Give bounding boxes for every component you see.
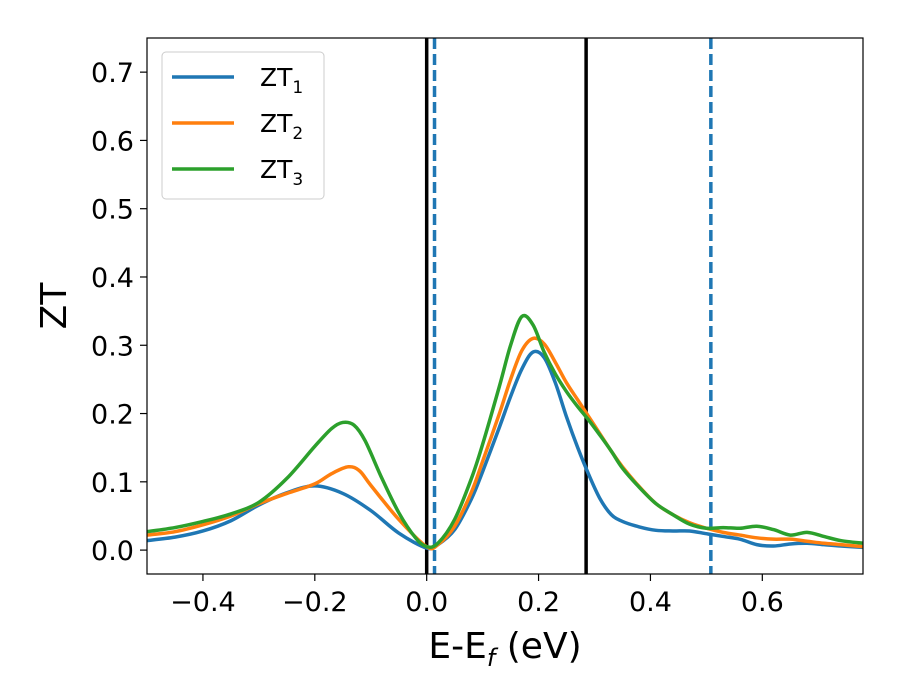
- legend-label-main-2: ZT: [260, 109, 293, 138]
- x-axis-ticks: −0.4 −0.2 0.0 0.2 0.4 0.6: [170, 574, 784, 618]
- legend-label-2: ZT2: [260, 109, 303, 144]
- legend-label-sub-3: 3: [292, 170, 303, 190]
- y-tick-label-3: 0.3: [91, 331, 134, 362]
- vertical-reference-lines: [424, 38, 713, 574]
- series-line-3: [147, 313, 863, 549]
- y-tick-label-7: 0.7: [91, 58, 134, 89]
- x-tick-label-3: 0.2: [517, 587, 560, 618]
- y-axis-title: ZT: [34, 282, 75, 330]
- y-tick-label-2: 0.2: [91, 400, 134, 431]
- legend-label-main-3: ZT: [260, 155, 293, 184]
- legend-label-main-1: ZT: [260, 63, 293, 92]
- x-tick-label-2: 0.0: [405, 587, 448, 618]
- legend-label-1: ZT1: [260, 63, 303, 98]
- legend-label-sub-2: 2: [292, 124, 303, 144]
- y-tick-label-5: 0.5: [91, 195, 134, 226]
- x-axis-title: E-Ef (eV): [428, 626, 581, 672]
- legend-frame: [161, 51, 325, 200]
- x-tick-label-5: 0.6: [741, 587, 784, 618]
- x-axis-title-unit: (eV): [495, 626, 581, 667]
- y-tick-label-1: 0.1: [91, 468, 134, 499]
- y-tick-label-6: 0.6: [91, 126, 134, 157]
- legend-label-sub-1: 1: [292, 78, 303, 98]
- y-tick-label-4: 0.4: [91, 263, 134, 294]
- x-tick-label-0: −0.4: [170, 587, 236, 618]
- series-line-1: [147, 349, 863, 551]
- x-tick-label-1: −0.2: [282, 587, 348, 618]
- legend-label-3: ZT3: [260, 155, 303, 190]
- series-layer: [147, 313, 863, 551]
- x-tick-label-4: 0.4: [629, 587, 672, 618]
- plot-frame: [146, 37, 864, 575]
- series-line-2: [147, 336, 863, 551]
- y-axis-ticks: 0.0 0.1 0.2 0.3 0.4 0.5 0.6 0.7: [91, 58, 147, 567]
- y-tick-label-0: 0.0: [91, 536, 134, 567]
- x-axis-title-main: E-E: [428, 626, 486, 667]
